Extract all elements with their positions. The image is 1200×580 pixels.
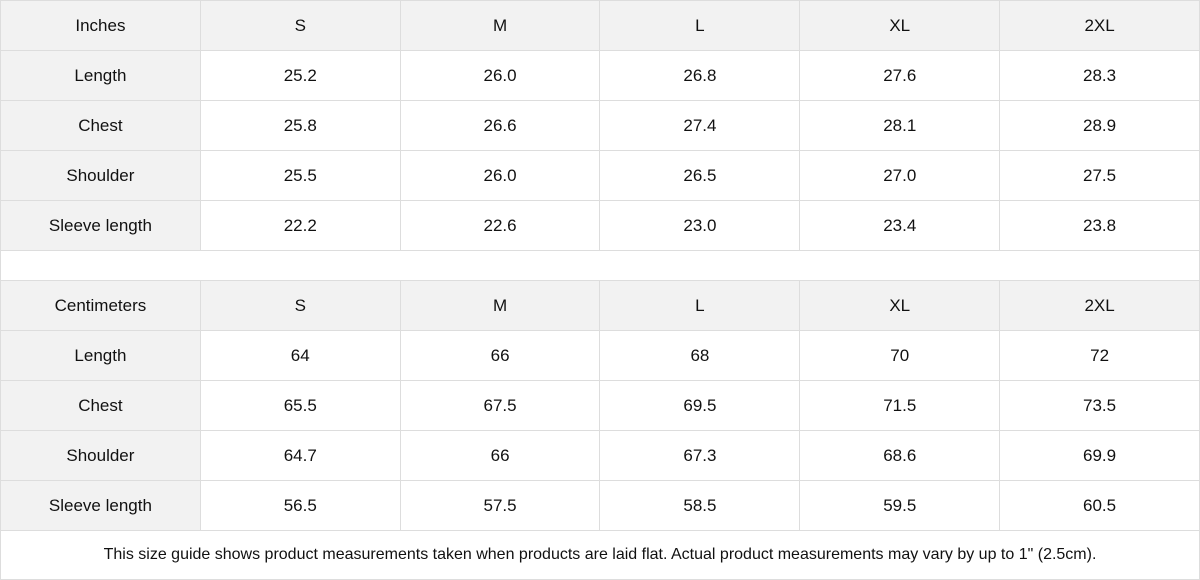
- measurement-value: 59.5: [800, 481, 1001, 531]
- measurement-label: Shoulder: [1, 431, 201, 481]
- measurement-value: 72: [1000, 331, 1200, 381]
- measurement-value: 23.8: [1000, 201, 1200, 251]
- unit-header: Inches: [1, 1, 201, 51]
- size-header: S: [200, 281, 401, 331]
- measurement-label: Chest: [1, 381, 201, 431]
- measurement-label: Chest: [1, 101, 201, 151]
- measurement-value: 26.5: [600, 151, 801, 201]
- size-header: L: [600, 281, 801, 331]
- measurement-label: Length: [1, 331, 201, 381]
- measurement-value: 23.0: [600, 201, 801, 251]
- measurement-value: 58.5: [600, 481, 801, 531]
- measurement-value: 26.0: [400, 51, 601, 101]
- measurement-label: Shoulder: [1, 151, 201, 201]
- measurement-label: Sleeve length: [1, 201, 201, 251]
- measurement-value: 26.8: [600, 51, 801, 101]
- measurement-value: 26.6: [400, 101, 601, 151]
- measurement-value: 69.5: [600, 381, 801, 431]
- measurement-label: Sleeve length: [1, 481, 201, 531]
- size-header: L: [600, 1, 801, 51]
- size-header: 2XL: [1000, 281, 1200, 331]
- table-spacer: [0, 250, 1200, 280]
- centimeters-size-table: Centimeters S M L XL 2XL Length 64 66 68 70 72 Chest…: [0, 280, 1200, 531]
- unit-header: Centimeters: [1, 281, 201, 331]
- measurement-value: 25.5: [200, 151, 401, 201]
- measurement-value: 67.3: [600, 431, 801, 481]
- measurement-value: 67.5: [400, 381, 601, 431]
- measurement-value: 68: [600, 331, 801, 381]
- measurement-value: 70: [800, 331, 1001, 381]
- measurement-value: 71.5: [800, 381, 1001, 431]
- measurement-value: 66: [400, 431, 601, 481]
- measurement-value: 22.6: [400, 201, 601, 251]
- measurement-value: 27.5: [1000, 151, 1200, 201]
- measurement-value: 66: [400, 331, 601, 381]
- measurement-value: 27.6: [800, 51, 1001, 101]
- measurement-value: 27.4: [600, 101, 801, 151]
- measurement-value: 28.9: [1000, 101, 1200, 151]
- measurement-value: 25.8: [200, 101, 401, 151]
- size-header: XL: [800, 1, 1001, 51]
- measurement-value: 25.2: [200, 51, 401, 101]
- size-header: S: [200, 1, 401, 51]
- size-header: M: [400, 281, 601, 331]
- measurement-value: 27.0: [800, 151, 1001, 201]
- measurement-value: 64.7: [200, 431, 401, 481]
- size-header: XL: [800, 281, 1001, 331]
- size-header: M: [400, 1, 601, 51]
- size-header: 2XL: [1000, 1, 1200, 51]
- measurement-value: 64: [200, 331, 401, 381]
- measurement-value: 65.5: [200, 381, 401, 431]
- measurement-value: 26.0: [400, 151, 601, 201]
- measurement-label: Length: [1, 51, 201, 101]
- measurement-value: 23.4: [800, 201, 1001, 251]
- measurement-value: 60.5: [1000, 481, 1200, 531]
- inches-size-table: Inches S M L XL 2XL Length 25.2 26.0 26.8 27.6 28.3…: [0, 0, 1200, 251]
- measurement-value: 73.5: [1000, 381, 1200, 431]
- measurement-value: 57.5: [400, 481, 601, 531]
- measurement-value: 28.3: [1000, 51, 1200, 101]
- measurement-value: 69.9: [1000, 431, 1200, 481]
- measurement-value: 28.1: [800, 101, 1001, 151]
- measurement-value: 68.6: [800, 431, 1001, 481]
- size-guide-note: This size guide shows product measuremen…: [0, 530, 1200, 580]
- measurement-value: 22.2: [200, 201, 401, 251]
- measurement-value: 56.5: [200, 481, 401, 531]
